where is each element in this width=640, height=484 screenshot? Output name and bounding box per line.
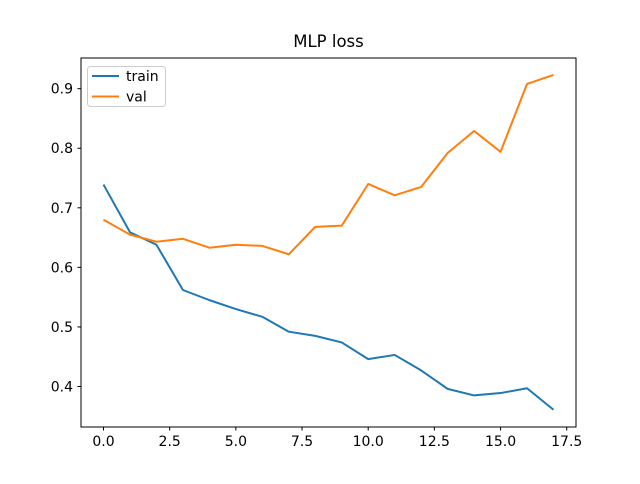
legend-label-val: val	[126, 90, 147, 106]
x-tick-label: 7.5	[291, 434, 313, 450]
x-tick-label: 5.0	[225, 434, 247, 450]
legend: train val	[87, 66, 166, 107]
series-line-val	[103, 74, 554, 256]
plot-frame	[80, 57, 577, 428]
chart-title: MLP loss	[293, 32, 364, 51]
y-tick-label: 0.9	[51, 82, 73, 98]
y-tick-label: 0.4	[51, 379, 73, 395]
legend-label-train: train	[126, 69, 159, 85]
series-lines	[102, 74, 555, 411]
y-tick-label: 0.6	[51, 260, 73, 276]
x-axis: 0.0 2.5 5.0 7.5 10.0 12.5 15.0 17.5	[92, 427, 582, 450]
x-tick-label: 12.5	[419, 434, 450, 450]
x-tick-label: 15.0	[485, 434, 516, 450]
series-line-train	[102, 184, 555, 411]
x-tick-label: 10.0	[353, 434, 384, 450]
y-axis: 0.4 0.5 0.6 0.7 0.8 0.9	[51, 82, 81, 395]
x-tick-label: 2.5	[159, 434, 181, 450]
x-tick-label: 17.5	[551, 434, 582, 450]
y-tick-label: 0.5	[51, 320, 73, 336]
y-tick-label: 0.8	[51, 141, 73, 157]
plot-area	[81, 58, 576, 427]
y-tick-label: 0.7	[51, 201, 73, 217]
x-tick-label: 0.0	[92, 434, 114, 450]
